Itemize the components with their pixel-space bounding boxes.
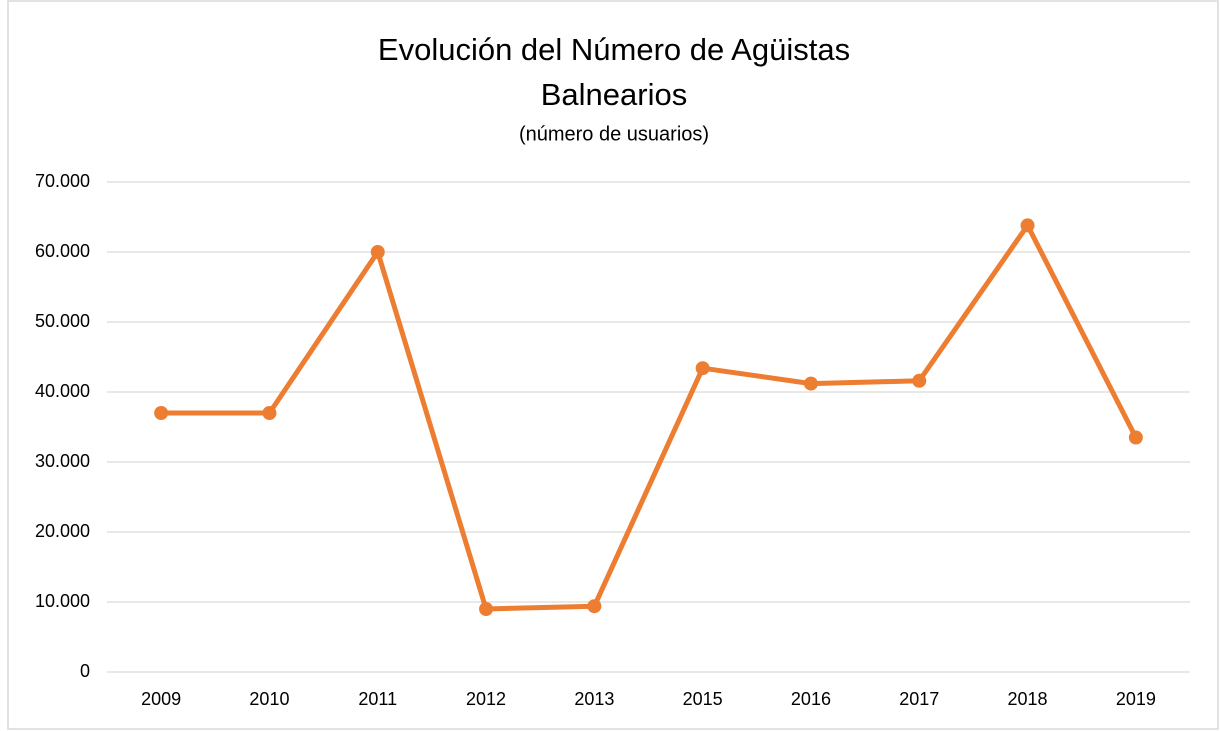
marker bbox=[370, 245, 385, 259]
chart-title: Evolución del Número de Agüistas bbox=[378, 32, 850, 67]
y-tick-label: 10.000 bbox=[35, 591, 90, 611]
y-tick-label: 40.000 bbox=[35, 381, 90, 401]
marker bbox=[262, 406, 277, 420]
marker bbox=[912, 373, 927, 388]
x-tick-label: 2019 bbox=[1116, 689, 1156, 709]
y-tick-label: 70.000 bbox=[35, 171, 90, 191]
y-tick-label: 30.000 bbox=[35, 451, 90, 471]
x-tick-label: 2015 bbox=[683, 689, 723, 709]
chart-subtitle: (número de usuarios) bbox=[519, 123, 709, 145]
chart-frame bbox=[7, 0, 1219, 730]
y-tick-label: 20.000 bbox=[35, 521, 90, 541]
line bbox=[158, 222, 1139, 612]
y-tick-label: 50.000 bbox=[35, 311, 90, 331]
marker bbox=[479, 602, 494, 616]
y-tick-label: 60.000 bbox=[35, 241, 90, 261]
x-tick-label: 2016 bbox=[791, 689, 831, 709]
marker bbox=[1020, 218, 1035, 233]
marker bbox=[154, 406, 169, 420]
x-tick-label: 2009 bbox=[141, 689, 181, 709]
marker bbox=[803, 376, 818, 391]
marker bbox=[695, 361, 710, 376]
y-tick-label: 0 bbox=[80, 661, 90, 681]
x-tick-label: 2013 bbox=[574, 689, 614, 709]
marker bbox=[1128, 430, 1143, 445]
x-tick-label: 2017 bbox=[899, 689, 939, 709]
x-tick-label: 2011 bbox=[358, 689, 397, 709]
x-tick-label: 2018 bbox=[1008, 689, 1048, 709]
x-tick-label: 2010 bbox=[249, 689, 289, 709]
chart-title: Balnearios bbox=[541, 77, 687, 112]
x-tick-label: 2012 bbox=[466, 689, 506, 709]
marker bbox=[587, 599, 602, 614]
